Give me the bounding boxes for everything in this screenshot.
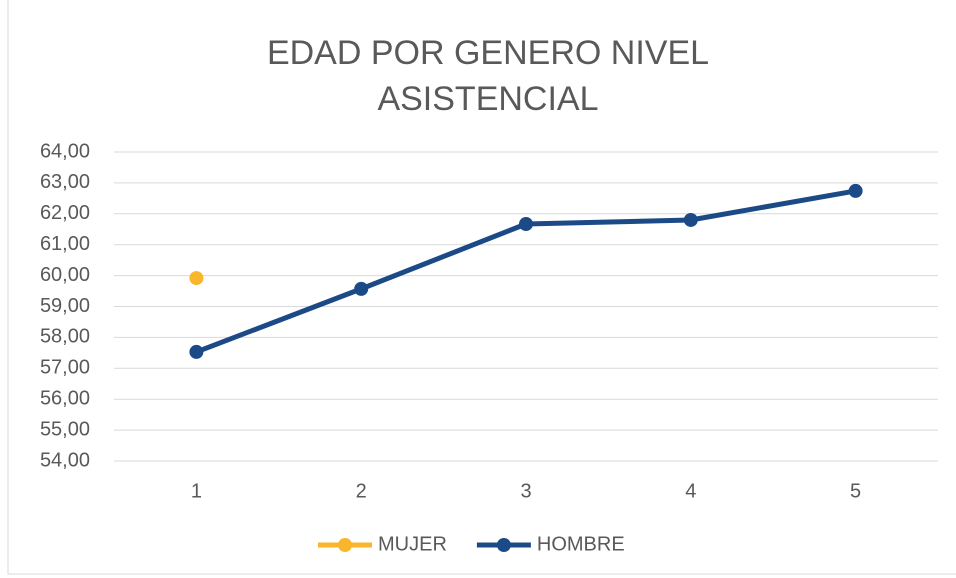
legend-marker (338, 538, 352, 552)
chart-title: EDAD POR GENERO NIVEL ASISTENCIAL (266, 34, 710, 118)
x-tick-label: 4 (685, 480, 696, 502)
legend-label: MUJER (378, 533, 447, 555)
y-tick-label: 56,00 (40, 387, 90, 409)
y-tick-label: 60,00 (40, 264, 90, 286)
data-point (189, 271, 204, 286)
y-tick-label: 58,00 (40, 326, 90, 348)
data-point (683, 212, 698, 227)
legend-label: HOMBRE (537, 533, 625, 555)
legend-marker (496, 538, 511, 552)
x-tick-label: 2 (356, 480, 367, 502)
y-tick-label: 59,00 (40, 295, 90, 317)
data-point (354, 281, 369, 296)
y-tick-label: 62,00 (40, 202, 90, 224)
data-point (519, 216, 533, 231)
data-point (848, 183, 863, 198)
y-tick-label: 64,00 (40, 140, 90, 162)
y-tick-label: 61,00 (40, 233, 90, 255)
x-tick-label: 5 (850, 480, 861, 502)
y-tick-label: 54,00 (40, 449, 90, 471)
y-tick-label: 57,00 (40, 357, 90, 379)
series-line (195, 188, 857, 355)
x-tick-label: 3 (520, 480, 531, 502)
y-tick-label: 55,00 (40, 418, 90, 440)
chart-border (7, 0, 956, 575)
data-point (189, 344, 204, 359)
x-tick-label: 1 (191, 480, 202, 502)
y-tick-label: 63,00 (40, 171, 90, 193)
